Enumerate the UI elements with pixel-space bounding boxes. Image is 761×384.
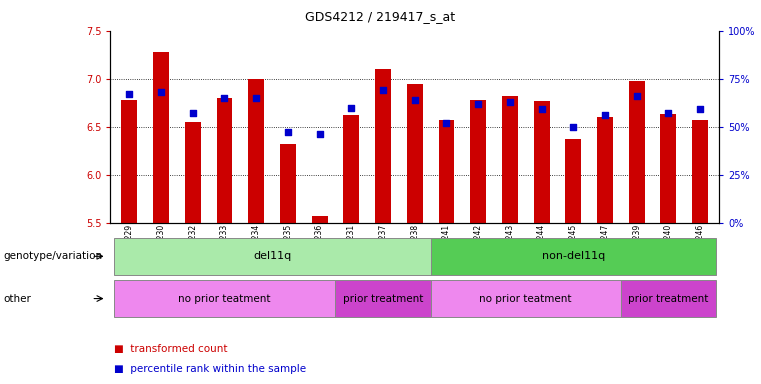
Text: no prior teatment: no prior teatment (178, 293, 271, 304)
Point (250, 95, 263, 101)
Text: prior treatment: prior treatment (343, 293, 423, 304)
Bar (343, 115, 359, 223)
Text: non-del11q: non-del11q (542, 251, 605, 262)
Point (504, 99, 516, 105)
Text: ■  percentile rank within the sample: ■ percentile rank within the sample (114, 364, 306, 374)
Bar (122, 100, 137, 223)
Bar (185, 122, 201, 223)
Text: del11q: del11q (253, 251, 291, 262)
Bar (661, 114, 677, 223)
Point (662, 110, 674, 116)
Point (282, 129, 294, 136)
Text: genotype/variation: genotype/variation (4, 251, 103, 262)
Bar (407, 84, 422, 223)
Point (599, 112, 611, 118)
Point (155, 89, 167, 95)
Bar (438, 120, 454, 223)
Text: other: other (4, 293, 32, 304)
Bar (217, 98, 232, 223)
Point (314, 131, 326, 137)
Bar (312, 216, 327, 223)
Bar (693, 120, 708, 223)
Bar (629, 81, 645, 223)
Bar (533, 101, 549, 223)
Point (472, 101, 484, 107)
Text: GDS4212 / 219417_s_at: GDS4212 / 219417_s_at (305, 10, 456, 23)
Text: no prior teatment: no prior teatment (479, 293, 572, 304)
Bar (597, 117, 613, 223)
Bar (565, 139, 581, 223)
Bar (153, 52, 169, 223)
Bar (280, 144, 296, 223)
Point (123, 91, 135, 97)
Bar (375, 69, 391, 223)
Text: ■  transformed count: ■ transformed count (114, 344, 228, 354)
Text: prior treatment: prior treatment (629, 293, 708, 304)
Bar (248, 79, 264, 223)
Point (631, 93, 643, 99)
Bar (502, 96, 517, 223)
Point (441, 120, 453, 126)
Point (377, 87, 389, 93)
Point (345, 104, 358, 111)
Point (218, 95, 231, 101)
Point (409, 97, 421, 103)
Point (186, 110, 199, 116)
Point (567, 124, 579, 130)
Point (694, 106, 706, 113)
Point (536, 106, 548, 113)
Bar (470, 100, 486, 223)
